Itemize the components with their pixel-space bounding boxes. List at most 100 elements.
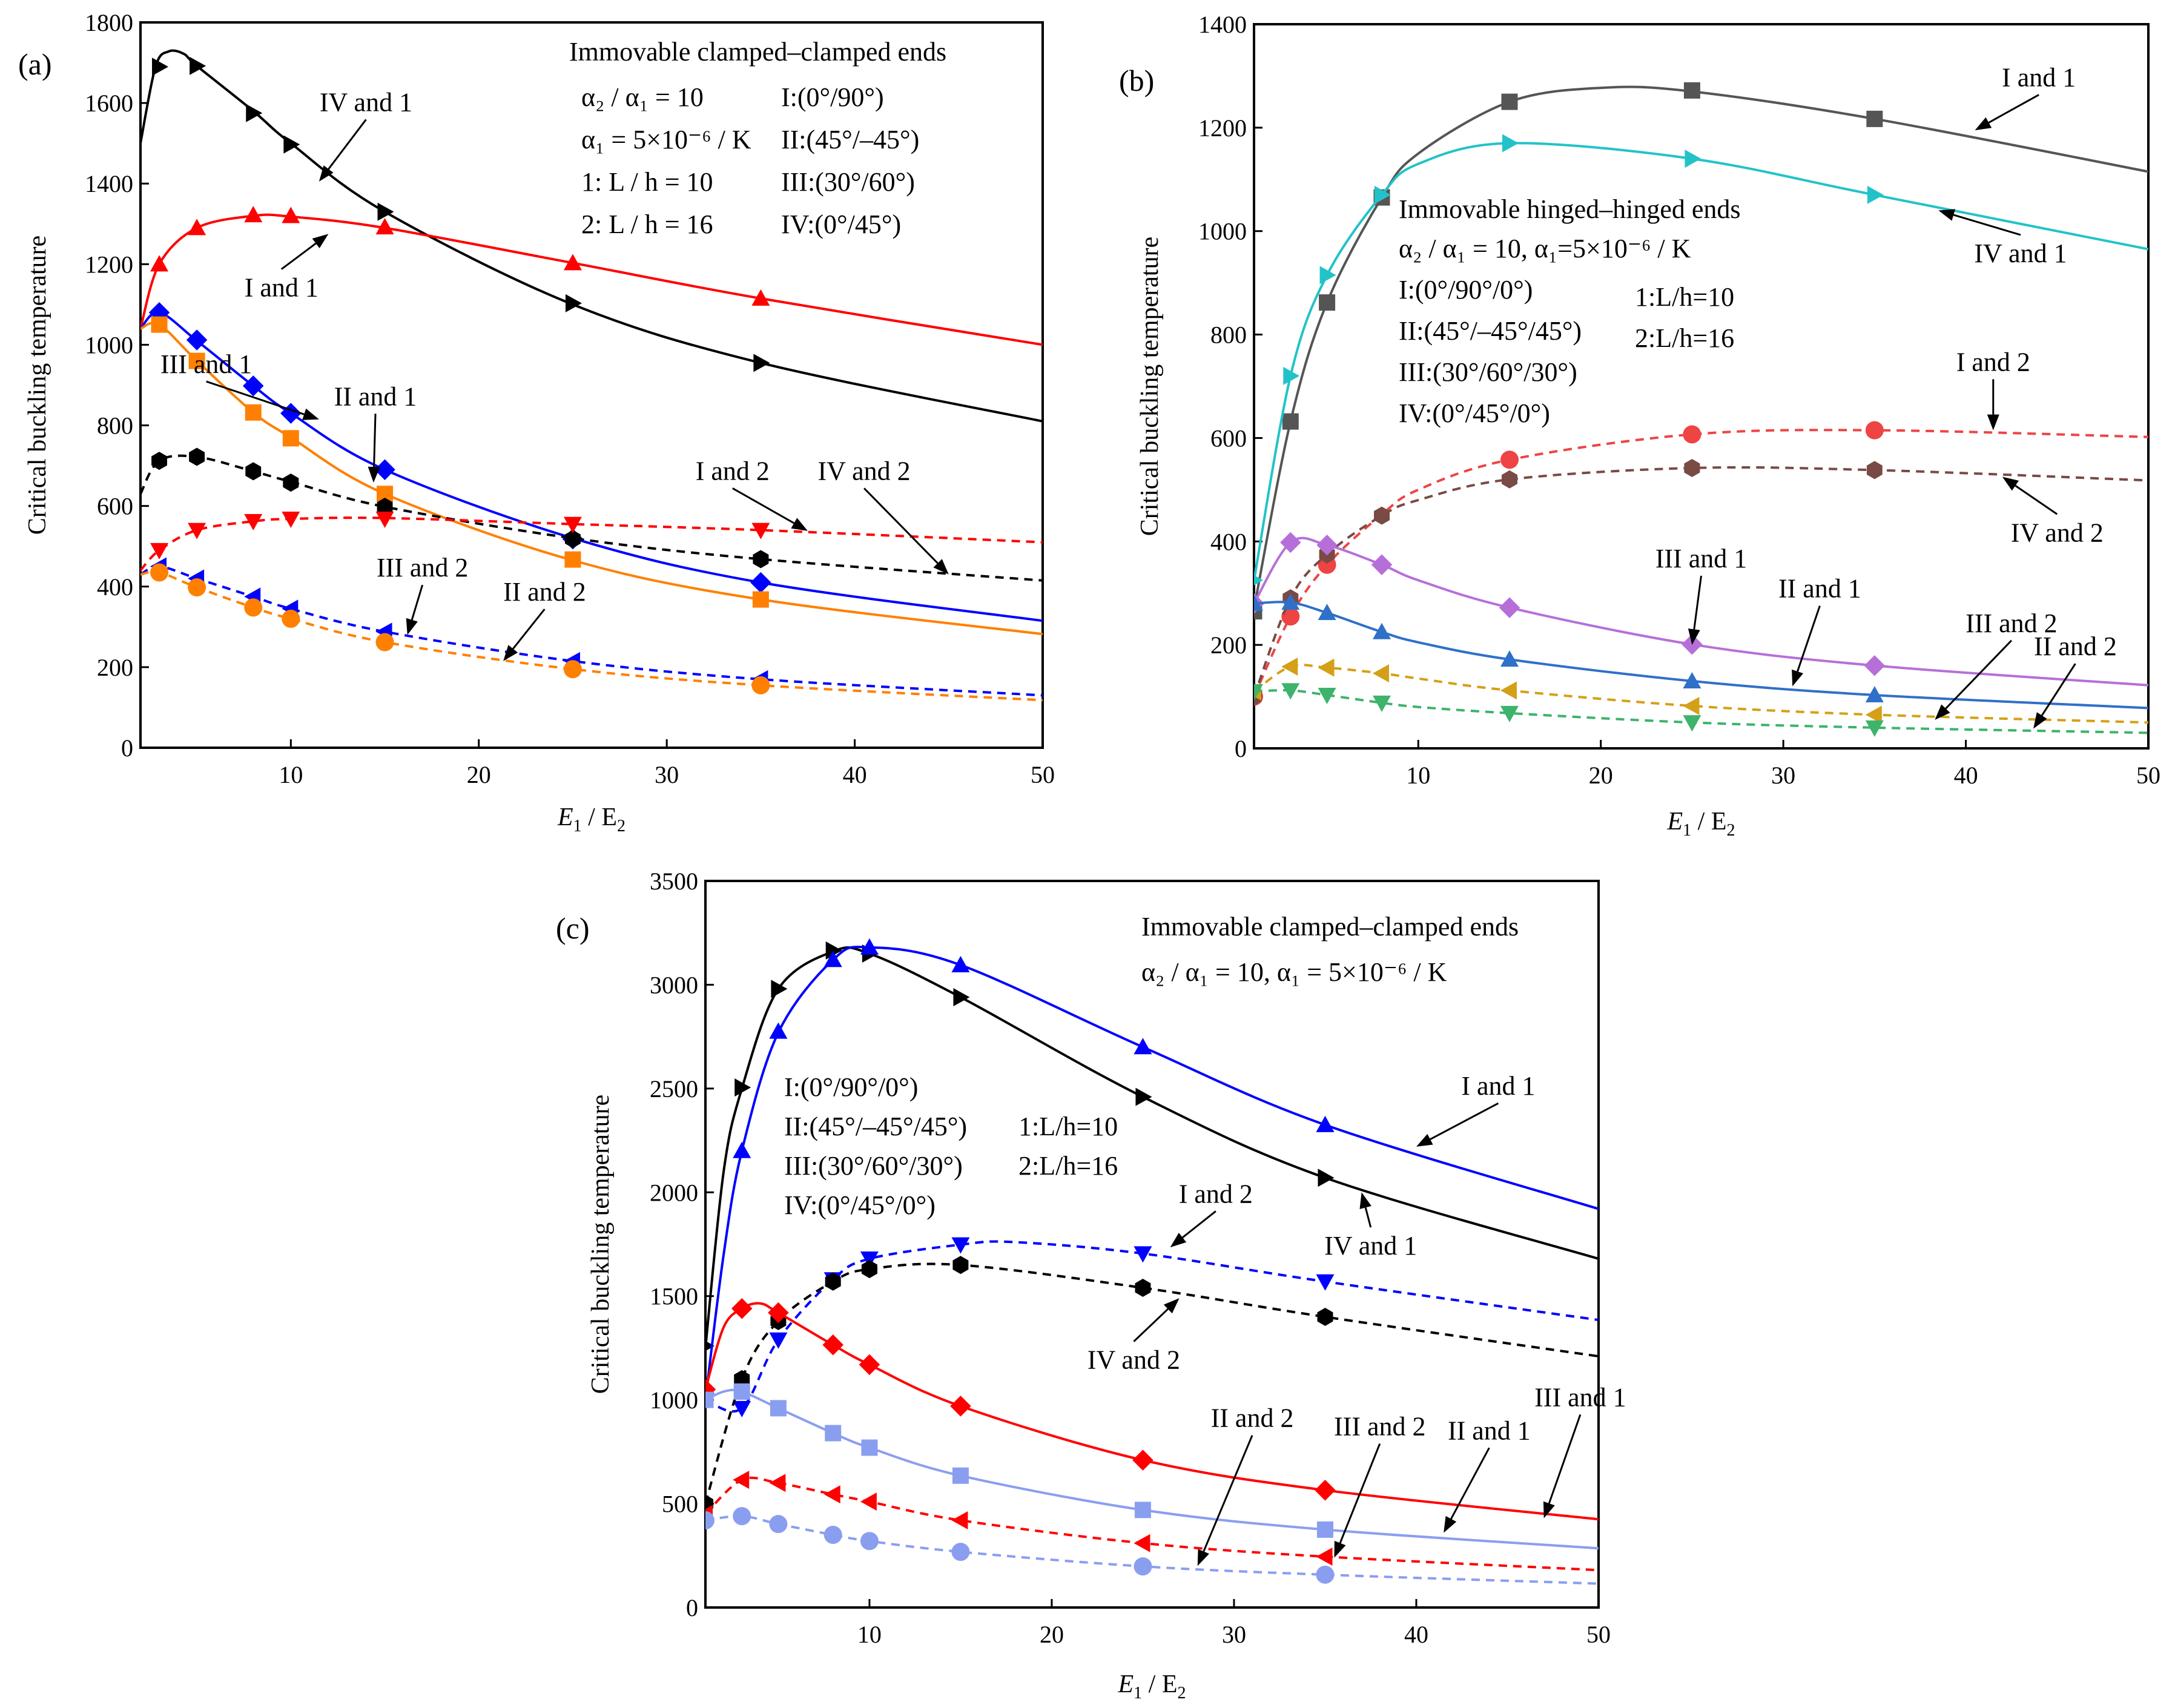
y-axis-label: Critical buckling temperature xyxy=(24,236,51,535)
data-point-ii-and-2 xyxy=(1281,683,1300,700)
data-point-iv-and-1 xyxy=(283,135,300,154)
annotation-arrowhead xyxy=(2002,476,2019,491)
y-tick-label: 0 xyxy=(686,1594,698,1621)
x-tick-label: 50 xyxy=(2136,762,2160,789)
textbox-layup-line: II:(45°/–45°/45°) xyxy=(784,1112,967,1141)
data-point-ii-and-2 xyxy=(1865,720,1884,737)
data-point-i-and-2 xyxy=(1683,425,1701,444)
data-point-i-and-1 xyxy=(1319,294,1336,311)
y-tick-label: 0 xyxy=(1235,735,1247,762)
y-tick-label: 2500 xyxy=(650,1075,698,1103)
x-tick-label: 50 xyxy=(1586,1621,1611,1648)
data-point-iv-and-1 xyxy=(1318,1169,1335,1187)
textbox-title: Immovable clamped–clamped ends xyxy=(569,37,946,67)
data-point-iii-and-2 xyxy=(1316,1548,1333,1566)
annotation-ii-and-1: II and 1 xyxy=(1448,1416,1531,1445)
annotation-iv-and-1: IV and 1 xyxy=(1324,1231,1417,1261)
data-point-ii-and-1 xyxy=(1865,686,1884,703)
series-line-iv-and-1 xyxy=(705,946,1599,1348)
y-tick-label: 800 xyxy=(97,412,133,440)
x-tick-label: 50 xyxy=(1031,761,1055,788)
series-line-iii-and-2 xyxy=(1254,664,2148,724)
data-point-ii-and-2 xyxy=(244,598,263,617)
data-point-iii-and-2 xyxy=(769,1474,786,1492)
data-point-iii-and-2 xyxy=(860,1492,877,1511)
y-tick-label: 2000 xyxy=(650,1179,698,1206)
data-point-iii-and-1 xyxy=(1132,1449,1154,1471)
annotation-arrow xyxy=(1953,214,2021,236)
x-tick-label: 30 xyxy=(655,761,679,788)
data-point-iv-and-1 xyxy=(705,1340,715,1351)
data-point-ii-and-1 xyxy=(952,1467,969,1484)
data-point-iv-and-1 xyxy=(1685,150,1701,168)
series-line-iv-and-2 xyxy=(705,1262,1599,1505)
x-tick-label: 10 xyxy=(279,761,303,788)
data-point-ii-and-2 xyxy=(705,1511,715,1529)
data-point-ii-and-2 xyxy=(951,1543,970,1561)
textbox-layup-line: II:(45°/–45°/45°) xyxy=(1399,316,1582,346)
annotation-arrow xyxy=(863,487,939,564)
plot-frame xyxy=(1253,23,2150,750)
data-point-iii-and-1 xyxy=(186,329,208,351)
data-point-i-and-2 xyxy=(733,1400,751,1417)
data-point-iv-and-2 xyxy=(1317,1308,1333,1326)
data-point-iii-and-1 xyxy=(1499,597,1520,618)
y-axis-label: Critical buckling temperature xyxy=(1136,237,1164,536)
textbox-layup-line: I:(0°/90°/0°) xyxy=(784,1072,918,1102)
data-point-iv-and-1 xyxy=(565,294,582,312)
data-point-ii-and-1 xyxy=(1683,671,1701,688)
annotation-arrow xyxy=(1133,1308,1169,1342)
annotation-arrowhead xyxy=(503,645,518,661)
x-axis-label: E1 / E2 xyxy=(1667,808,1735,840)
data-point-ii-and-1 xyxy=(861,1439,878,1456)
data-point-i-and-1 xyxy=(860,938,879,955)
data-point-iv-and-2 xyxy=(1502,470,1517,489)
data-point-ii-and-1 xyxy=(1254,594,1263,611)
data-point-ii-and-2 xyxy=(860,1532,879,1551)
textbox-param-line: 2: L / h = 16 xyxy=(581,209,713,239)
data-point-ii-and-1 xyxy=(1373,622,1391,639)
annotation-arrowhead xyxy=(1543,1501,1555,1518)
annotation-arrow xyxy=(1430,1102,1499,1141)
data-point-iii-and-2 xyxy=(1373,664,1389,683)
data-point-iv-and-2 xyxy=(1866,461,1883,480)
textbox-param-line: α₂ / α₁ = 10, α₁=5×10⁻⁶ / K xyxy=(1399,234,1691,263)
annotation-iv-and-2: IV and 2 xyxy=(1088,1345,1180,1375)
data-point-iv-and-1 xyxy=(246,104,263,122)
data-point-iv-and-2 xyxy=(861,1260,877,1279)
data-point-ii-and-1 xyxy=(752,591,769,608)
annotation-arrowhead xyxy=(318,165,334,182)
data-point-ii-and-2 xyxy=(1316,1565,1335,1584)
annotation-arrow xyxy=(280,242,317,270)
annotation-arrow xyxy=(1182,1210,1216,1239)
data-point-iii-and-1 xyxy=(1315,1480,1336,1501)
annotation-arrowhead xyxy=(1359,1192,1371,1209)
data-point-i-and-1 xyxy=(823,951,842,968)
data-point-iii-and-2 xyxy=(1281,658,1298,676)
data-point-iii-and-1 xyxy=(731,1298,753,1319)
y-tick-label: 3000 xyxy=(650,971,698,998)
data-point-iv-and-1 xyxy=(753,354,770,372)
annotation-arrow xyxy=(1945,639,2013,710)
data-point-iv-and-2 xyxy=(283,473,299,492)
data-point-iii-and-1 xyxy=(822,1334,843,1356)
plot-frame xyxy=(704,880,1600,1609)
annotation-i-and-2: I and 2 xyxy=(1956,347,2030,377)
data-point-i-and-2 xyxy=(563,516,582,533)
data-point-i-and-1 xyxy=(1282,413,1299,430)
annotation-arrowhead xyxy=(302,408,319,420)
data-point-i-and-1 xyxy=(375,218,394,235)
y-tick-label: 600 xyxy=(97,493,133,520)
data-point-i-and-1 xyxy=(769,1022,788,1039)
annotation-iii-and-2: III and 2 xyxy=(377,553,469,582)
plot-area xyxy=(705,938,1599,1585)
annotation-iv-and-2: IV and 2 xyxy=(2011,518,2104,547)
data-point-i-and-1 xyxy=(1134,1038,1152,1055)
data-point-ii-and-2 xyxy=(375,633,394,651)
y-tick-label: 800 xyxy=(1210,321,1247,349)
y-axis-label: Critical buckling temperature xyxy=(587,1095,615,1394)
annotation-ii-and-2: II and 2 xyxy=(1211,1403,1294,1433)
data-point-ii-and-2 xyxy=(1373,695,1391,712)
annotation-i-and-1: I and 1 xyxy=(2002,63,2076,93)
